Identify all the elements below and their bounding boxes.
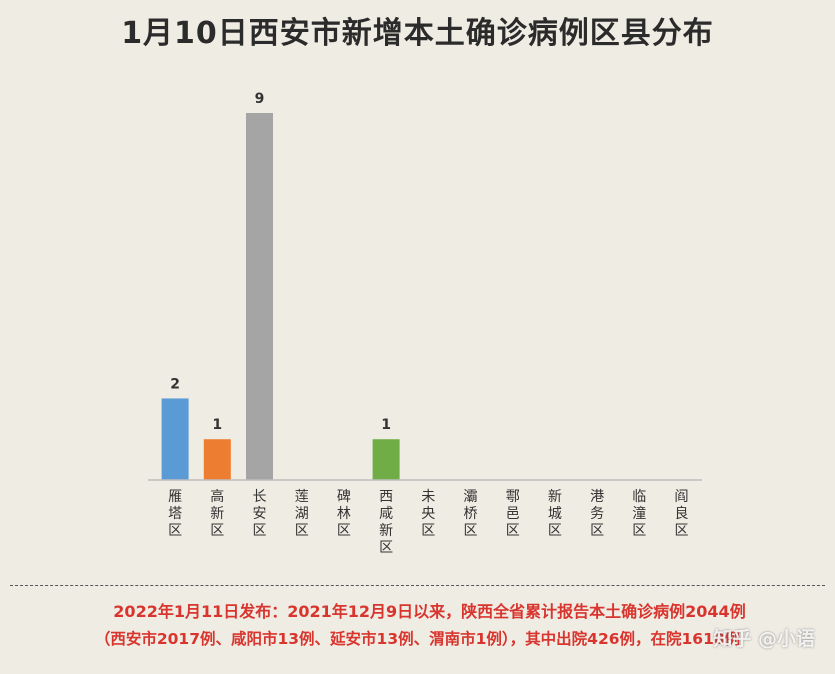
value-label-高新区: 1 [212, 417, 222, 433]
category-label-阎良区: 阎良区 [675, 489, 689, 539]
category-label-高新区: 高新区 [210, 488, 224, 539]
chart-title: 1月10日西安市新增本土确诊病例区县分布 [121, 16, 714, 51]
category-label-长安区: 长安区 [253, 489, 267, 539]
bar-雁塔区 [161, 398, 189, 480]
bar-高新区 [203, 439, 231, 480]
value-label-雁塔区: 2 [170, 376, 180, 392]
category-label-未央区: 未央区 [421, 489, 435, 539]
footer-divider [10, 585, 825, 586]
category-label-莲湖区: 莲湖区 [295, 489, 309, 539]
category-label-西咸新区: 西咸新区 [379, 489, 393, 556]
note-line-1: 2022年1月11日发布：2021年12月9日以来，陕西全省累计报告本土确诊病例… [113, 602, 746, 621]
bar-长安区 [246, 113, 273, 480]
category-label-临潼区: 临潼区 [632, 489, 646, 539]
watermark: 知乎 @小语 [713, 628, 815, 650]
category-label-新城区: 新城区 [548, 489, 562, 539]
bar-chart: 2 1 9 1 雁塔区 高新区 长安区 莲湖区 碑林区 西咸新区 未央区 灞桥区 鄠邑区 新城区 港务区 临… [148, 91, 702, 556]
category-label-港务区: 港务区 [590, 489, 604, 539]
category-label-碑林区: 碑林区 [337, 489, 351, 539]
category-label-雁塔区: 雁塔区 [168, 489, 182, 539]
category-label-灞桥区: 灞桥区 [464, 489, 478, 539]
value-label-长安区: 9 [255, 91, 265, 107]
note-line-2: （西安市2017例、咸阳市13例、延安市13例、渭南市1例），其中出院426例，… [94, 630, 741, 648]
value-label-西咸新区: 1 [381, 417, 391, 433]
bar-西咸新区 [372, 439, 400, 480]
category-label-鄠邑区: 鄠邑区 [506, 489, 520, 539]
